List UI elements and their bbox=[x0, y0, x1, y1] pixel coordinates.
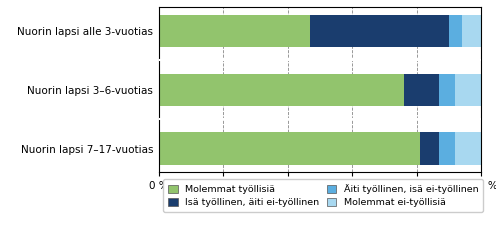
Bar bbox=[310, 15, 449, 47]
Bar bbox=[462, 15, 481, 47]
Bar bbox=[159, 74, 404, 106]
Bar bbox=[420, 132, 439, 165]
Bar bbox=[439, 74, 455, 106]
Bar bbox=[449, 15, 462, 47]
Bar bbox=[455, 132, 481, 165]
Bar bbox=[159, 132, 420, 165]
Bar bbox=[439, 132, 455, 165]
Bar bbox=[455, 74, 481, 106]
Bar bbox=[159, 15, 310, 47]
Bar bbox=[404, 74, 439, 106]
Legend: Molemmat työllisiä, Isä työllinen, äiti ei-työllinen, Äiti työllinen, isä ei-työ: Molemmat työllisiä, Isä työllinen, äiti … bbox=[164, 179, 483, 212]
